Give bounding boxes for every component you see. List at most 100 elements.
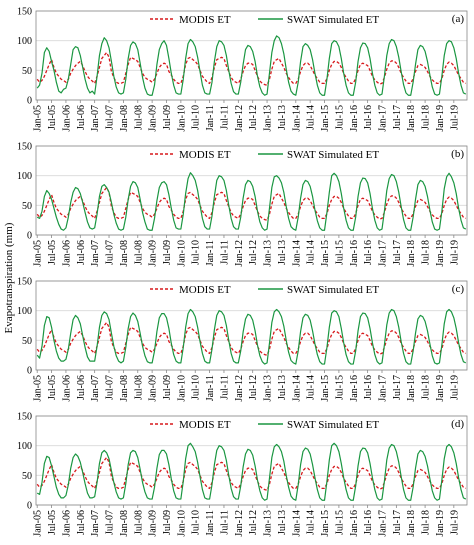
- y-tick-label: 150: [17, 7, 32, 18]
- y-tick-label: 50: [22, 66, 32, 77]
- x-tick-label: Jul-08: [133, 240, 144, 265]
- x-tick-label: Jul-17: [392, 510, 403, 535]
- x-tick-label: Jul-15: [334, 105, 345, 130]
- legend-label: MODIS ET: [179, 149, 231, 161]
- x-tick-label: Jan-13: [263, 105, 274, 132]
- x-tick-label: Jan-18: [406, 510, 417, 537]
- panel-label: (b): [451, 148, 464, 160]
- x-tick-label: Jul-09: [162, 375, 173, 400]
- x-tick-label: Jan-16: [349, 510, 360, 537]
- y-tick-label: 50: [22, 471, 32, 482]
- chart-panel: 0 50 100 150 Jan-05 Jul-05 Jan-06 Jul-06 Jan-07 J…: [17, 142, 468, 267]
- x-tick-label: Jul-06: [76, 375, 87, 400]
- x-tick-label: Jan-15: [320, 105, 331, 132]
- series-line: [36, 442, 467, 501]
- y-axis-title: Evapotranspiration (mm): [3, 222, 15, 333]
- y-tick-label: 0: [27, 96, 32, 107]
- x-tick-label: Jul-07: [105, 510, 116, 535]
- x-tick-label: Jul-08: [133, 510, 144, 535]
- x-tick-label: Jul-18: [421, 240, 432, 265]
- x-tick-label: Jul-14: [306, 510, 317, 535]
- x-tick-label: Jul-06: [76, 105, 87, 130]
- x-tick-label: Jul-17: [392, 240, 403, 265]
- y-tick-label: 100: [17, 36, 32, 47]
- x-tick-label: Jul-17: [392, 105, 403, 130]
- x-tick-label: Jan-10: [176, 105, 187, 132]
- x-tick-label: Jan-12: [234, 375, 245, 402]
- x-tick-label: Jan-18: [406, 105, 417, 132]
- y-tick-label: 150: [17, 142, 32, 153]
- x-tick-label: Jan-15: [320, 240, 331, 267]
- x-tick-label: Jul-11: [219, 510, 230, 535]
- x-tick-label: Jan-10: [176, 375, 187, 402]
- chart-panel: 0 50 100 150 Jan-05 Jul-05 Jan-06 Jul-06 Jan-07 J…: [17, 412, 468, 537]
- plot-frame: [35, 415, 468, 506]
- x-tick-label: Jul-14: [306, 240, 317, 265]
- x-tick-label: Jan-07: [90, 240, 101, 267]
- y-tick-label: 0: [27, 231, 32, 242]
- y-tick-label: 50: [22, 201, 32, 212]
- x-tick-label: Jul-19: [449, 510, 460, 535]
- x-tick-label: Jul-10: [191, 105, 202, 130]
- x-tick-label: Jul-05: [47, 375, 58, 400]
- x-tick-label: Jan-09: [148, 240, 159, 267]
- x-tick-label: Jul-07: [105, 240, 116, 265]
- x-tick-label: Jan-07: [90, 510, 101, 537]
- legend-label: SWAT Simulated ET: [287, 284, 379, 296]
- x-tick-label: Jan-16: [349, 105, 360, 132]
- x-tick-label: Jul-14: [306, 105, 317, 130]
- x-tick-label: Jul-12: [248, 240, 259, 265]
- x-tick-label: Jan-10: [176, 240, 187, 267]
- x-tick-label: Jul-19: [449, 105, 460, 130]
- x-tick-label: Jul-13: [277, 375, 288, 400]
- legend-label: SWAT Simulated ET: [287, 419, 379, 431]
- legend-label: SWAT Simulated ET: [287, 14, 379, 26]
- x-tick-label: Jan-19: [435, 510, 446, 537]
- x-tick-label: Jul-17: [392, 375, 403, 400]
- x-tick-label: Jan-06: [61, 105, 72, 132]
- x-tick-label: Jul-18: [421, 105, 432, 130]
- x-tick-label: Jul-18: [421, 375, 432, 400]
- x-tick-label: Jan-19: [435, 105, 446, 132]
- x-tick-label: Jan-11: [205, 375, 216, 401]
- x-tick-label: Jul-09: [162, 240, 173, 265]
- x-tick-label: Jul-16: [363, 105, 374, 130]
- x-tick-label: Jan-18: [406, 375, 417, 402]
- x-tick-label: Jul-12: [248, 510, 259, 535]
- x-tick-label: Jan-13: [263, 375, 274, 402]
- x-tick-label: Jan-05: [33, 375, 44, 402]
- x-tick-label: Jul-19: [449, 240, 460, 265]
- x-tick-label: Jan-19: [435, 240, 446, 267]
- x-tick-label: Jan-06: [61, 510, 72, 537]
- x-tick-label: Jan-17: [377, 105, 388, 132]
- x-tick-label: Jan-12: [234, 105, 245, 132]
- x-tick-label: Jul-19: [449, 375, 460, 400]
- plot-frame: [35, 10, 468, 101]
- x-tick-label: Jan-16: [349, 240, 360, 267]
- series-line: [36, 35, 467, 96]
- x-tick-label: Jul-15: [334, 240, 345, 265]
- x-tick-label: Jan-16: [349, 375, 360, 402]
- x-tick-label: Jan-14: [291, 105, 302, 132]
- y-tick-label: 100: [17, 441, 32, 452]
- x-tick-label: Jan-10: [176, 510, 187, 537]
- x-tick-label: Jul-14: [306, 375, 317, 400]
- x-tick-label: Jan-06: [61, 240, 72, 267]
- x-tick-label: Jan-13: [263, 240, 274, 267]
- x-tick-label: Jan-05: [33, 240, 44, 267]
- legend-label: SWAT Simulated ET: [287, 149, 379, 161]
- x-tick-label: Jul-05: [47, 240, 58, 265]
- x-tick-label: Jan-05: [33, 105, 44, 132]
- plot-frame: [35, 280, 468, 371]
- x-tick-label: Jan-08: [119, 240, 130, 267]
- x-tick-label: Jan-14: [291, 510, 302, 537]
- x-tick-label: Jul-12: [248, 105, 259, 130]
- x-tick-label: Jul-08: [133, 105, 144, 130]
- x-tick-label: Jan-18: [406, 240, 417, 267]
- x-tick-label: Jul-09: [162, 105, 173, 130]
- series-line: [36, 456, 467, 491]
- x-tick-label: Jul-10: [191, 510, 202, 535]
